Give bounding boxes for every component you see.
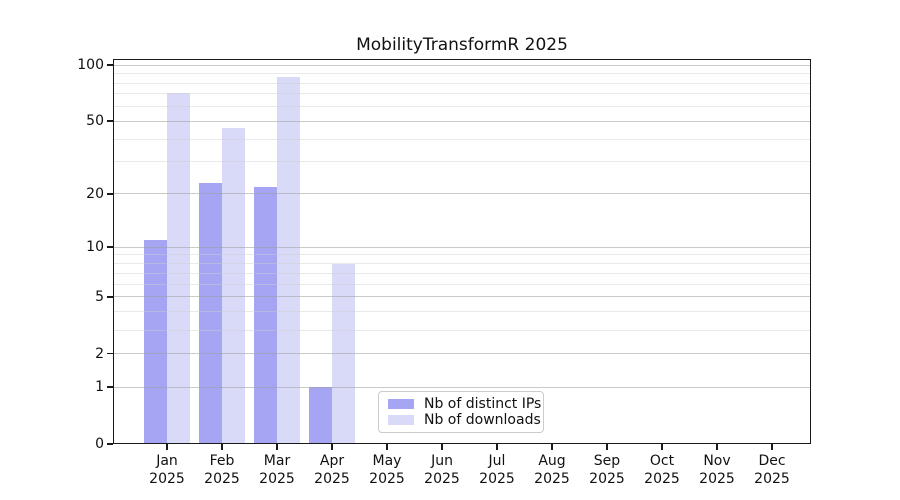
y-tick-label: 5 xyxy=(95,288,104,305)
bar-distinct-ips-feb-2025 xyxy=(199,183,222,444)
bar-downloads-feb-2025 xyxy=(222,127,245,444)
bar-distinct-ips-mar-2025 xyxy=(254,186,277,444)
x-tick-mark xyxy=(606,444,608,450)
gridline-major xyxy=(113,386,811,388)
gridline-minor xyxy=(113,272,811,274)
x-tick-mark xyxy=(386,444,388,450)
x-tick-label: Jun 2025 xyxy=(424,453,460,487)
gridline-major xyxy=(113,120,811,122)
x-tick-label: Jan 2025 xyxy=(149,453,185,487)
x-tick-mark xyxy=(551,444,553,450)
bar-distinct-ips-apr-2025 xyxy=(309,387,332,444)
x-tick-label: Dec 2025 xyxy=(754,453,790,487)
x-tick-label: Mar 2025 xyxy=(259,453,295,487)
y-tick-label: 0 xyxy=(95,436,104,452)
x-tick-label: Nov 2025 xyxy=(699,453,735,487)
bar-downloads-jan-2025 xyxy=(167,92,190,444)
y-tick-label: 1 xyxy=(95,379,104,396)
legend-item-distinct-ips: Nb of distinct IPs xyxy=(388,396,541,412)
x-tick-label: Aug 2025 xyxy=(534,453,570,487)
x-tick-mark xyxy=(496,444,498,450)
gridline-minor xyxy=(113,283,811,285)
legend: Nb of distinct IPs Nb of downloads xyxy=(378,391,544,433)
x-tick-mark xyxy=(716,444,718,450)
x-tick-mark xyxy=(661,444,663,450)
y-tick-mark xyxy=(107,246,113,248)
y-tick-label: 100 xyxy=(77,57,104,73)
y-tick-mark xyxy=(107,353,113,355)
gridline-minor xyxy=(113,73,811,75)
gridline-major xyxy=(113,353,811,355)
y-tick-mark xyxy=(107,443,113,445)
y-tick-label: 20 xyxy=(86,185,104,202)
gridline-minor xyxy=(113,105,811,107)
gridline-major xyxy=(113,296,811,298)
gridline-minor xyxy=(113,263,811,265)
chart-title: MobilityTransformR 2025 xyxy=(356,35,568,55)
gridline-minor xyxy=(113,138,811,140)
x-tick-mark xyxy=(221,444,223,450)
legend-swatch-distinct-ips xyxy=(388,399,414,409)
y-tick-mark xyxy=(107,120,113,122)
legend-label-distinct-ips: Nb of distinct IPs xyxy=(424,396,542,412)
x-tick-label: Oct 2025 xyxy=(644,453,680,487)
gridline-minor xyxy=(113,161,811,163)
legend-label-downloads: Nb of downloads xyxy=(424,412,541,428)
y-tick-label: 10 xyxy=(86,239,104,256)
gridline-minor xyxy=(113,311,811,313)
gridline-minor xyxy=(113,82,811,84)
x-tick-mark xyxy=(331,444,333,450)
y-tick-mark xyxy=(107,64,113,66)
y-tick-label: 50 xyxy=(86,113,104,130)
bar-downloads-mar-2025 xyxy=(277,77,300,444)
x-tick-label: Jul 2025 xyxy=(479,453,515,487)
x-tick-mark xyxy=(771,444,773,450)
y-tick-mark xyxy=(107,296,113,298)
gridline-major xyxy=(113,246,811,248)
x-tick-mark xyxy=(441,444,443,450)
x-tick-label: Feb 2025 xyxy=(204,453,240,487)
gridline-major xyxy=(113,64,811,66)
bar-distinct-ips-jan-2025 xyxy=(144,239,167,444)
y-tick-label: 2 xyxy=(95,345,104,362)
legend-item-downloads: Nb of downloads xyxy=(388,412,541,428)
y-tick-mark xyxy=(107,193,113,195)
x-tick-mark xyxy=(276,444,278,450)
y-tick-mark xyxy=(107,386,113,388)
x-tick-label: May 2025 xyxy=(369,453,405,487)
x-tick-mark xyxy=(166,444,168,450)
gridline-minor xyxy=(113,254,811,256)
gridline-minor xyxy=(113,93,811,95)
gridline-minor xyxy=(113,329,811,331)
x-tick-label: Sep 2025 xyxy=(589,453,625,487)
legend-swatch-downloads xyxy=(388,415,414,425)
gridline-major xyxy=(113,193,811,195)
x-tick-label: Apr 2025 xyxy=(314,453,350,487)
